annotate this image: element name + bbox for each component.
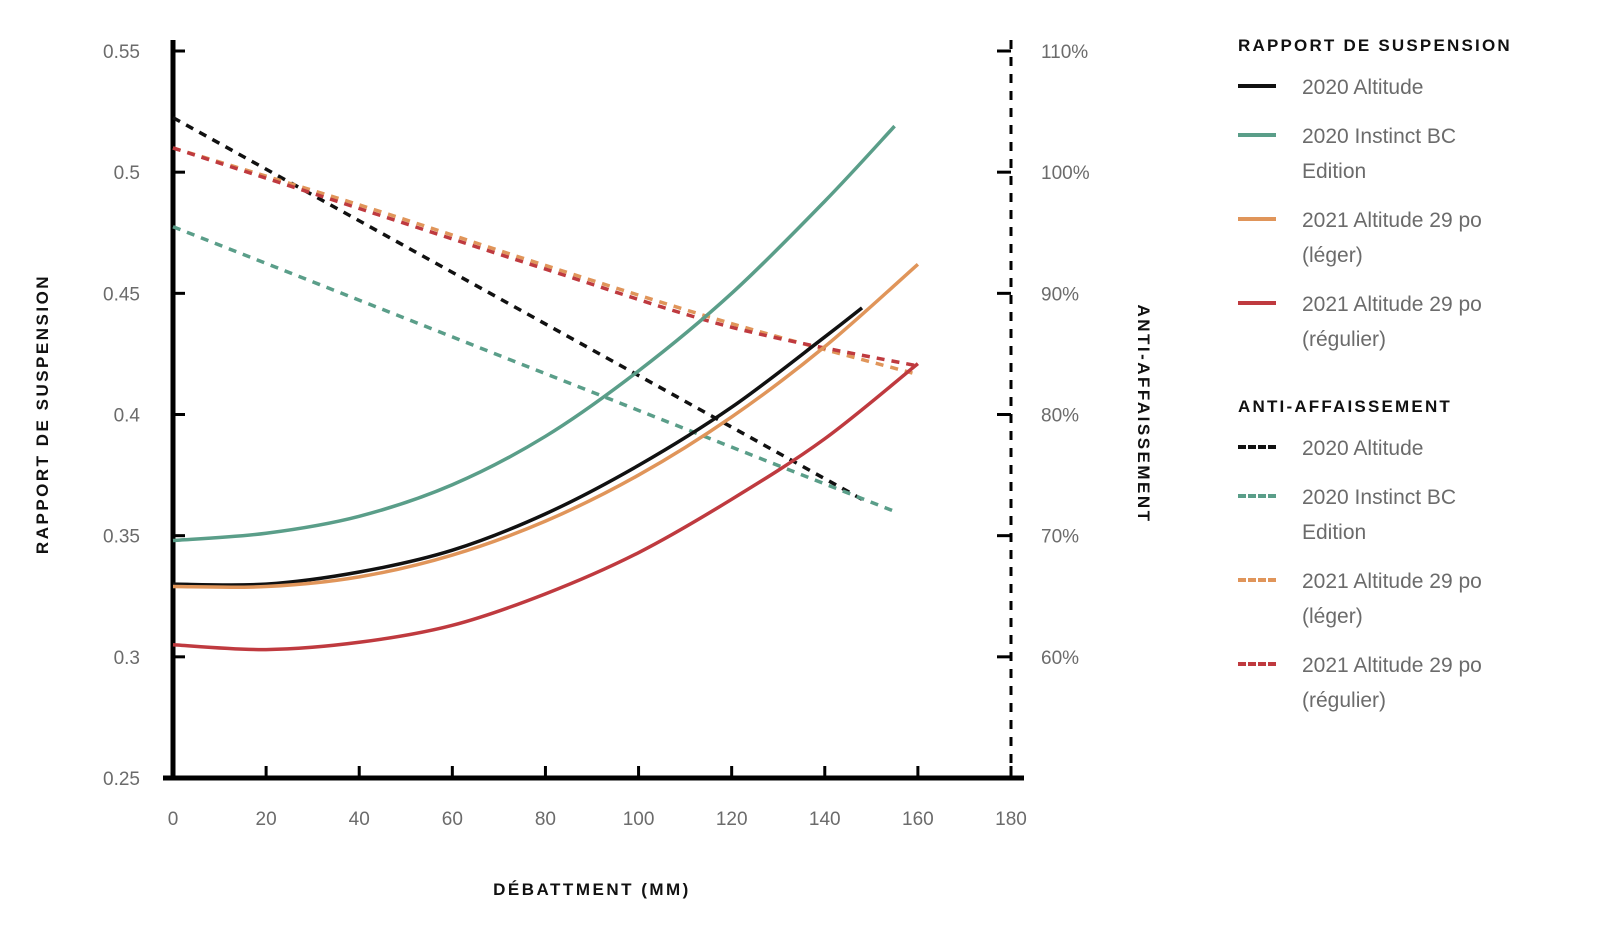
x-tick-label: 20 xyxy=(256,809,277,830)
x-axis-title: DÉBATTMENT (MM) xyxy=(493,880,691,899)
legend-item: 2020 Altitude xyxy=(1238,70,1578,105)
chart-svg: 0 20 40 60 80 100 120 140 160 180 0.25 0.3 0.35 0.4 0.… xyxy=(33,40,1153,899)
legend-swatch-solid-red xyxy=(1238,301,1276,305)
y-tick-label: 0.45 xyxy=(103,284,140,305)
legend-item: 2021 Altitude 29 po (régulier) xyxy=(1238,648,1578,718)
legend-swatch-solid-green xyxy=(1238,133,1276,137)
x-tick-label: 180 xyxy=(995,809,1027,830)
antisquat-line-4 xyxy=(172,116,863,501)
x-tick-label: 100 xyxy=(623,809,655,830)
leverage-line-2 xyxy=(172,262,920,590)
legend-swatch-dashed-black xyxy=(1238,445,1276,449)
y2-tick-label: 110% xyxy=(1041,42,1088,63)
legend-swatch-solid-orange xyxy=(1238,217,1276,221)
y2-tick-label: 60% xyxy=(1041,648,1079,669)
y2-axis-title: ANTI-AFFAISSEMENT xyxy=(1134,304,1153,523)
legend-swatch-dashed-orange xyxy=(1238,578,1276,582)
leverage-line-1 xyxy=(172,124,896,543)
legend: RAPPORT DE SUSPENSION 2020 Altitude 2020… xyxy=(1238,36,1578,718)
legend-item: 2021 Altitude 29 po (léger) xyxy=(1238,564,1578,634)
y2-tick-label: 70% xyxy=(1041,527,1079,548)
x-tick-label: 80 xyxy=(535,809,556,830)
antisquat-line-7 xyxy=(172,146,919,368)
legend-item: 2020 Altitude xyxy=(1238,431,1578,466)
legend-label: 2021 Altitude 29 po (régulier) xyxy=(1302,654,1482,712)
series-layer xyxy=(172,116,920,652)
y-tick-label: 0.3 xyxy=(114,648,140,669)
leverage-line-0 xyxy=(172,306,864,587)
legend-swatch-solid-black xyxy=(1238,84,1276,88)
antisquat-line-5 xyxy=(172,225,896,514)
legend-label: 2020 Altitude xyxy=(1302,76,1424,99)
legend-item: 2021 Altitude 29 po (léger) xyxy=(1238,203,1578,273)
legend-swatch-dashed-green xyxy=(1238,494,1276,498)
y-tick-label: 0.5 xyxy=(114,163,140,184)
y-axis-title: RAPPORT DE SUSPENSION xyxy=(33,274,52,554)
y-tick-label: 0.4 xyxy=(114,406,141,427)
x-tick-label: 60 xyxy=(442,809,463,830)
x-tick-label: 120 xyxy=(716,809,748,830)
legend-heading-leverage: RAPPORT DE SUSPENSION xyxy=(1238,36,1512,55)
y-tick-label: 0.35 xyxy=(103,527,140,548)
legend-label: 2021 Altitude 29 po (régulier) xyxy=(1302,293,1482,351)
legend-label: 2021 Altitude 29 po (léger) xyxy=(1302,570,1482,628)
legend-label: 2020 Instinct BC Edition xyxy=(1302,125,1457,183)
y2-tick-label: 100% xyxy=(1041,163,1090,184)
legend-item: 2021 Altitude 29 po (régulier) xyxy=(1238,287,1578,357)
legend-swatch-dashed-red xyxy=(1238,662,1276,666)
antisquat-line-6 xyxy=(172,146,919,377)
x-tick-label: 0 xyxy=(168,809,179,830)
x-tick-label: 140 xyxy=(809,809,841,830)
legend-label: 2021 Altitude 29 po (léger) xyxy=(1302,209,1482,267)
legend-label: 2020 Instinct BC Edition xyxy=(1302,486,1457,544)
legend-label: 2020 Altitude xyxy=(1302,437,1424,460)
y2-tick-label: 90% xyxy=(1041,284,1079,305)
y-tick-label: 0.55 xyxy=(103,42,140,63)
x-tick-label: 40 xyxy=(349,809,370,830)
legend-item: 2020 Instinct BC Edition xyxy=(1238,119,1578,189)
y-tick-label: 0.25 xyxy=(103,769,140,790)
legend-item: 2020 Instinct BC Edition xyxy=(1238,480,1578,550)
y2-tick-label: 80% xyxy=(1041,406,1079,427)
legend-heading-antisquat: ANTI-AFFAISSEMENT xyxy=(1238,397,1453,416)
leverage-line-3 xyxy=(172,362,919,652)
x-tick-label: 160 xyxy=(902,809,934,830)
